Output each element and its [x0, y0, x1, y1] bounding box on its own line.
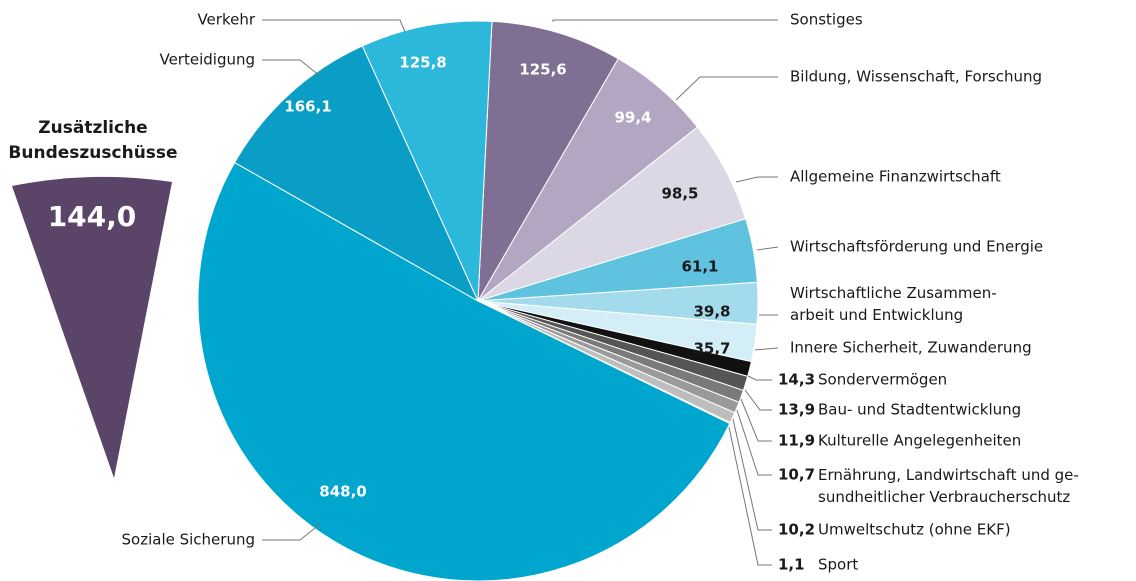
value-label: 35,7 [693, 340, 730, 358]
slice-label: Wirtschaftliche Zusammen-arbeit und Entw… [790, 284, 997, 324]
extra-label: Zusätzliche Bundeszuschüsse [8, 118, 177, 163]
value-label: 39,8 [693, 303, 730, 321]
extra-value: 144,0 [48, 200, 137, 233]
slice-label: Bildung, Wissenschaft, Forschung [790, 68, 1042, 86]
value-label: 10,2 [778, 521, 815, 539]
value-label: 166,1 [284, 98, 331, 116]
leader-line [736, 409, 772, 476]
leader-line [552, 19, 778, 22]
leader-line [747, 375, 772, 381]
pie-slice [361, 20, 493, 302]
leader-line [732, 418, 772, 531]
slice-label: Kulturelle Angelegenheiten [818, 432, 1021, 450]
slice-label: Soziale Sicherung [122, 531, 255, 549]
extra-wedge [12, 176, 172, 478]
slice-label: Ernährung, Landwirtschaft und ge-sundhei… [818, 466, 1079, 506]
value-label: 125,6 [519, 61, 566, 79]
slice-label: Verteidigung [159, 51, 255, 69]
value-label: 99,4 [614, 109, 651, 127]
slice-label: Sondervermögen [818, 371, 947, 389]
slice-label: Verkehr [197, 11, 255, 29]
slice-label: Allgemeine Finanzwirtschaft [790, 168, 1001, 186]
leader-line [262, 59, 321, 77]
leader-line [735, 176, 778, 183]
value-label: 98,5 [661, 185, 698, 203]
value-label: 1,1 [778, 556, 805, 574]
slice-label: Sport [818, 556, 858, 574]
leader-line [728, 426, 772, 566]
slice-label: Umweltschutz (ohne EKF) [818, 521, 1011, 539]
value-label: 61,1 [681, 258, 718, 276]
slice-label: Sonstiges [790, 11, 863, 29]
value-label: 848,0 [319, 483, 366, 501]
leader-line [262, 523, 321, 541]
slice-label: Wirtschaftsförderung und Energie [790, 238, 1043, 256]
leader-line [262, 19, 406, 33]
pie-slice [197, 161, 731, 581]
value-label: 10,7 [778, 466, 815, 484]
leader-line [675, 76, 778, 101]
value-label: 11,9 [778, 432, 815, 450]
pie-slice [233, 45, 480, 303]
value-label: 13,9 [778, 401, 815, 419]
value-label: 14,3 [778, 371, 815, 389]
slice-label: Bau- und Stadtentwicklung [818, 401, 1021, 419]
value-label: 125,8 [399, 54, 446, 72]
leader-line [754, 347, 779, 351]
leader-line [744, 389, 772, 411]
pie-slice [477, 20, 619, 302]
slice-label: Innere Sicherheit, Zuwanderung [790, 339, 1032, 357]
leader-line [740, 398, 772, 442]
leader-line [756, 246, 779, 251]
